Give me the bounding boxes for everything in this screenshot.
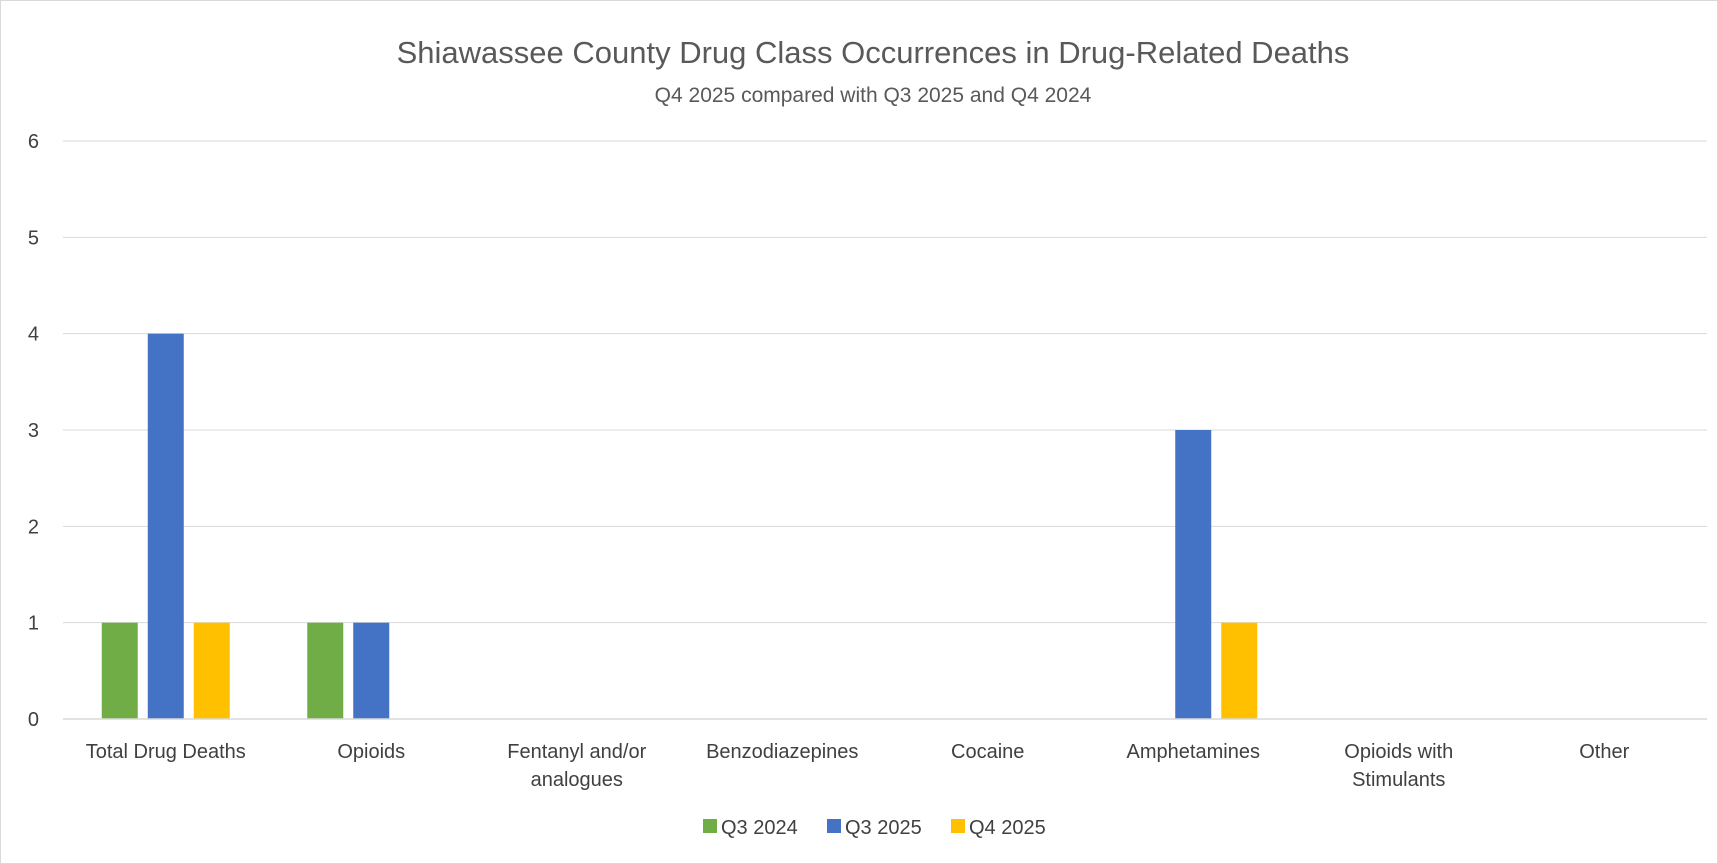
legend-label: Q3 2025 [845, 817, 922, 839]
x-category-label: Benzodiazepines [706, 741, 858, 763]
y-tick-label: 6 [28, 131, 39, 153]
bar [193, 622, 230, 719]
chart-title: Shiawassee County Drug Class Occurrences… [397, 35, 1350, 70]
legend-entry: Q4 2025 [951, 817, 1046, 839]
bar [1221, 622, 1258, 719]
y-tick-label: 3 [28, 420, 39, 442]
bar [101, 622, 138, 719]
y-axis-tick-labels: 0 1 2 3 4 5 6 [28, 131, 39, 731]
chart-subtitle: Q4 2025 compared with Q3 2025 and Q4 202… [655, 84, 1092, 107]
y-tick-label: 2 [28, 516, 39, 538]
legend-swatch [951, 819, 965, 833]
y-tick-label: 1 [28, 613, 39, 635]
y-tick-label: 4 [28, 324, 39, 346]
legend: Q3 2024 Q3 2025 Q4 2025 [703, 817, 1046, 839]
legend-label: Q4 2025 [969, 817, 1046, 839]
x-category-label: Fentanyl and/or analogues [507, 741, 646, 791]
x-category-label: Other [1579, 741, 1629, 763]
x-category-label: Opioids with Stimulants [1344, 741, 1453, 791]
legend-label: Q3 2024 [721, 817, 798, 839]
legend-swatch [827, 819, 841, 833]
y-tick-label: 0 [28, 709, 39, 731]
x-category-label: Opioids [337, 741, 405, 763]
bar [307, 622, 344, 719]
bar [353, 622, 390, 719]
legend-swatch [703, 819, 717, 833]
y-tick-label: 5 [28, 227, 39, 249]
bars [101, 333, 1258, 719]
x-category-label: Cocaine [951, 741, 1024, 763]
bar [1175, 430, 1212, 719]
x-category-label: Total Drug Deaths [86, 741, 246, 763]
gridlines [63, 140, 1707, 624]
legend-entry: Q3 2025 [827, 817, 922, 839]
bar [147, 333, 184, 719]
legend-entry: Q3 2024 [703, 817, 798, 839]
x-category-label: Amphetamines [1127, 741, 1260, 763]
x-axis-category-labels: Total Drug Deaths Opioids Fentanyl and/or a… [86, 741, 1630, 791]
